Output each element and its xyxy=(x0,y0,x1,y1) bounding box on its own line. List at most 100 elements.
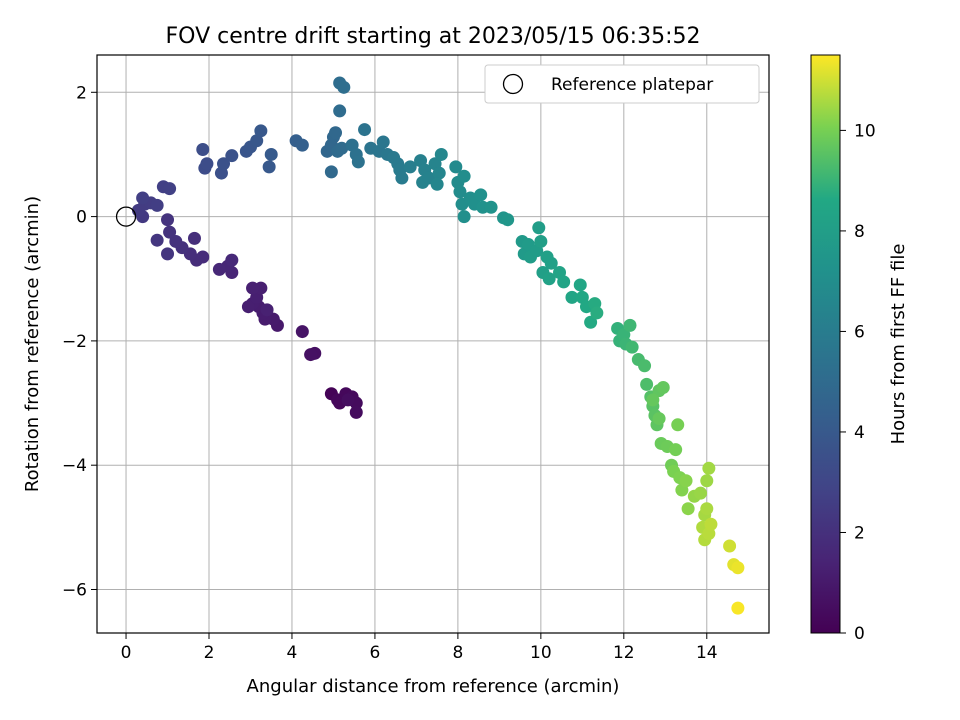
data-point xyxy=(565,290,579,304)
data-point xyxy=(625,340,639,354)
chart-title: FOV centre drift starting at 2023/05/15 … xyxy=(166,24,701,49)
data-point xyxy=(671,418,685,432)
data-point xyxy=(262,160,276,174)
y-axis-ticks: −6 −4 −2 0 2 xyxy=(62,83,97,600)
legend: Reference platepar xyxy=(484,64,760,104)
x-tick-label: 14 xyxy=(696,643,718,663)
data-point xyxy=(395,171,409,185)
data-point xyxy=(200,157,214,171)
x-tick-label: 10 xyxy=(530,643,552,663)
data-point xyxy=(704,517,718,531)
data-point xyxy=(731,561,745,575)
data-point xyxy=(542,272,556,286)
x-axis-ticks: 0 2 4 6 8 10 12 14 xyxy=(121,633,718,663)
data-point xyxy=(679,474,693,488)
data-point xyxy=(351,155,365,169)
colorbar-tick-label: 6 xyxy=(854,322,865,342)
y-tick-label: 0 xyxy=(76,208,87,228)
y-tick-label: −2 xyxy=(62,332,87,352)
data-points xyxy=(115,76,745,615)
colorbar-gradient xyxy=(810,54,841,634)
data-point xyxy=(335,141,349,155)
data-point xyxy=(250,134,264,148)
colorbar-tick-label: 0 xyxy=(854,624,865,644)
data-point xyxy=(295,138,309,152)
data-point xyxy=(638,359,652,373)
data-point xyxy=(474,188,488,202)
data-point xyxy=(700,474,714,488)
data-point xyxy=(333,104,347,118)
data-point xyxy=(432,166,446,180)
x-tick-label: 12 xyxy=(613,643,635,663)
data-point xyxy=(212,262,226,276)
data-point xyxy=(731,601,745,615)
x-axis-label: Angular distance from reference (arcmin) xyxy=(247,676,620,697)
plot-frame xyxy=(96,54,770,634)
data-point xyxy=(534,234,548,248)
legend-box xyxy=(484,64,760,104)
data-point xyxy=(358,123,372,137)
data-point xyxy=(453,185,467,199)
data-point xyxy=(187,231,201,245)
data-point xyxy=(217,157,231,171)
data-point xyxy=(484,200,498,214)
data-point xyxy=(337,80,351,94)
colorbar-tick-label: 2 xyxy=(854,523,865,543)
data-point xyxy=(501,213,515,227)
data-point xyxy=(295,325,309,339)
x-tick-label: 8 xyxy=(452,643,463,663)
x-tick-label: 6 xyxy=(370,643,381,663)
legend-entry-reference: Reference platepar xyxy=(551,75,713,95)
data-point xyxy=(264,147,278,161)
data-point xyxy=(590,306,604,320)
data-point xyxy=(457,210,471,224)
data-point xyxy=(457,169,471,183)
data-point xyxy=(163,182,177,196)
data-point xyxy=(623,318,637,332)
data-point xyxy=(150,233,164,247)
data-point xyxy=(169,234,183,248)
data-point xyxy=(430,177,444,191)
data-point xyxy=(646,393,660,407)
data-point xyxy=(544,256,558,270)
data-point xyxy=(694,486,708,500)
data-point xyxy=(246,281,260,295)
data-point xyxy=(723,539,737,553)
x-tick-label: 0 xyxy=(121,643,132,663)
legend-reference-marker xyxy=(502,73,524,95)
data-point xyxy=(434,147,448,161)
colorbar-ticks: 0 2 4 6 8 10 xyxy=(840,121,876,644)
data-point xyxy=(349,405,363,419)
data-point xyxy=(161,213,175,227)
data-point xyxy=(260,303,274,317)
data-point xyxy=(656,381,670,395)
y-axis-label: Rotation from reference (arcmin) xyxy=(22,196,43,492)
data-point xyxy=(681,502,695,516)
gridlines xyxy=(97,55,769,633)
data-point xyxy=(241,300,255,314)
data-point xyxy=(376,135,390,149)
data-point xyxy=(225,149,239,163)
data-point xyxy=(669,443,683,457)
data-point xyxy=(573,278,587,292)
y-tick-label: 2 xyxy=(76,83,87,103)
data-point xyxy=(329,126,343,140)
data-point xyxy=(700,502,714,516)
data-point xyxy=(136,191,150,205)
data-point xyxy=(196,142,210,156)
x-tick-label: 2 xyxy=(204,643,215,663)
data-point xyxy=(532,221,546,235)
data-point xyxy=(225,253,239,267)
data-point xyxy=(557,275,571,289)
colorbar-label: Hours from first FF file xyxy=(888,244,909,445)
data-point xyxy=(584,315,598,329)
data-point xyxy=(304,348,318,362)
data-point xyxy=(449,160,463,174)
data-point xyxy=(403,160,417,174)
colorbar-tick-label: 4 xyxy=(854,423,865,443)
data-point xyxy=(341,393,355,407)
data-point xyxy=(150,198,164,212)
reference-platepar-marker xyxy=(115,206,137,227)
y-tick-label: −4 xyxy=(62,456,87,476)
